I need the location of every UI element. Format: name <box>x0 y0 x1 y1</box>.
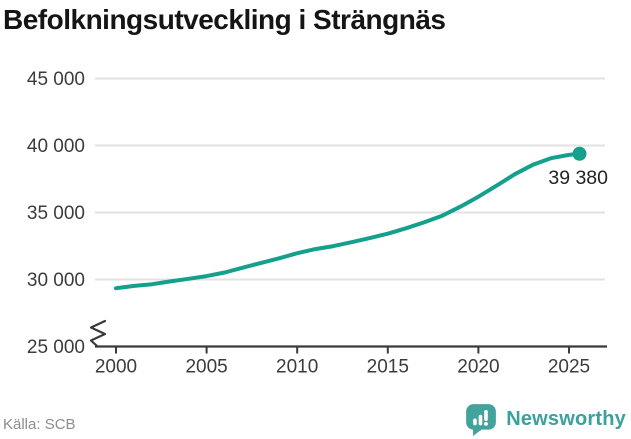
end-value-label: 39 380 <box>548 167 608 189</box>
y-tick-label: 30 000 <box>27 270 85 291</box>
newsworthy-logo: Newsworthy <box>464 402 626 436</box>
x-tick-label: 2005 <box>185 357 227 378</box>
axis-break-icon <box>89 319 107 348</box>
bar-chart-speech-bubble-icon <box>466 404 497 436</box>
y-tick-label: 25 000 <box>27 337 85 358</box>
y-gridlines <box>95 77 605 281</box>
x-axis <box>95 345 607 354</box>
x-tick-label: 2010 <box>276 357 318 378</box>
brand-name: Newsworthy <box>506 407 626 430</box>
x-tick-label: 2025 <box>548 357 590 378</box>
population-line <box>114 151 582 291</box>
chart-title: Befolkningsutveckling i Strängnäs <box>3 4 446 35</box>
end-dot <box>572 146 587 161</box>
x-tick-label: 2020 <box>457 357 499 378</box>
y-tick-label: 40 000 <box>27 136 85 157</box>
y-tick-label: 35 000 <box>27 203 85 224</box>
x-tick-label: 2015 <box>367 357 409 378</box>
end-point-marker <box>572 146 587 161</box>
x-axis-labels: 2000 2005 2010 2015 2020 2025 <box>95 357 590 378</box>
y-tick-label: 45 000 <box>27 69 85 90</box>
series-line <box>114 151 582 291</box>
y-axis-labels: 25 000 30 000 35 000 40 000 45 000 <box>27 69 85 358</box>
source-label: Källa: SCB <box>3 416 76 433</box>
x-tick-label: 2000 <box>95 357 137 378</box>
